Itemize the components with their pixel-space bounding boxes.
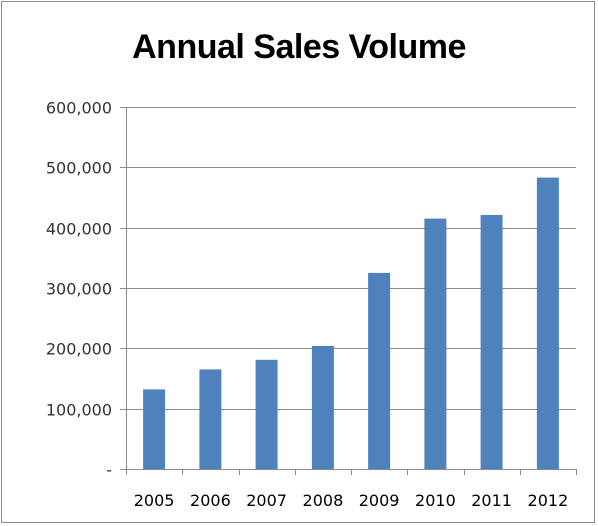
bar-2010 (424, 218, 447, 469)
x-tick-label: 2012 (528, 491, 569, 510)
y-tick-label: 200,000 (46, 340, 112, 359)
bar-2009 (368, 272, 391, 469)
bar-2011 (480, 215, 503, 469)
chart-title: Annual Sales Volume (132, 28, 466, 66)
bar-2008 (311, 345, 334, 469)
x-tick-label: 2005 (134, 491, 175, 510)
axes (126, 107, 577, 475)
y-tick-labels: - 100,000 200,000 300,000 400,000 500,000 600,… (46, 99, 112, 480)
bar-2006 (199, 369, 222, 469)
x-tick-labels: 2005 2006 2007 2008 2009 2010 2011 2012 (134, 491, 569, 510)
bar-2005 (143, 389, 166, 469)
gridlines (120, 107, 576, 470)
x-tick-label: 2007 (246, 491, 287, 510)
bars (143, 177, 559, 469)
bar-2012 (536, 177, 559, 469)
y-tick-label: 400,000 (46, 220, 112, 239)
x-tick-label: 2010 (415, 491, 456, 510)
x-tick-label: 2008 (303, 491, 344, 510)
y-tick-label: - (106, 461, 112, 480)
bar-2007 (255, 359, 278, 469)
y-tick-label: 100,000 (46, 401, 112, 420)
x-tick-label: 2011 (471, 491, 512, 510)
y-tick-label: 600,000 (46, 99, 112, 118)
y-tick-label: 500,000 (46, 159, 112, 178)
y-tick-label: 300,000 (46, 280, 112, 299)
x-tick-label: 2009 (359, 491, 400, 510)
x-tick-label: 2006 (190, 491, 231, 510)
